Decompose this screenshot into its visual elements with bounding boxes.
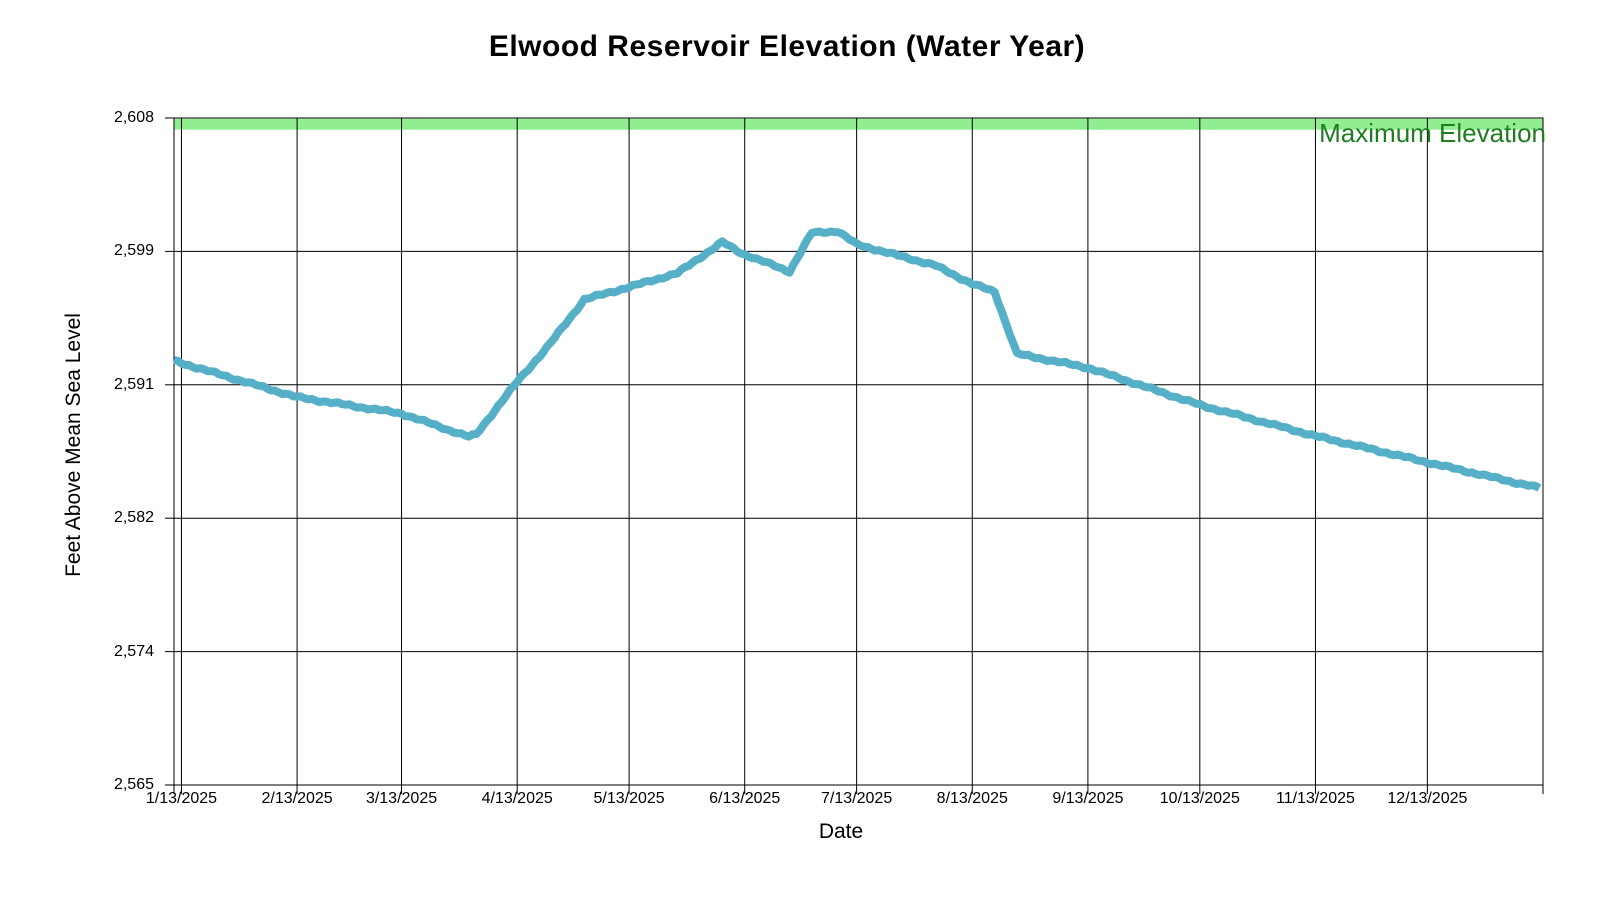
elevation-series-line — [173, 227, 1542, 492]
x-tick-label: 2/13/2025 — [261, 790, 333, 807]
y-tick-label: 2,591 — [113, 375, 154, 393]
x-tick-label: 11/13/2025 — [1276, 790, 1355, 807]
y-axis-title: Feet Above Mean Sea Level — [62, 313, 85, 577]
x-tick-label: 10/13/2025 — [1159, 790, 1240, 807]
x-tick-label: 4/13/2025 — [481, 790, 553, 807]
x-tick-label: 1/13/2025 — [145, 790, 218, 807]
y-tick-label: 2,565 — [113, 776, 154, 793]
x-tick-label: 12/13/2025 — [1387, 790, 1468, 807]
y-tick-label: 2,582 — [113, 509, 154, 527]
y-tick-label: 2,574 — [113, 642, 154, 660]
x-tick-label: 6/13/2025 — [709, 790, 781, 807]
chart-title: Elwood Reservoir Elevation (Water Year) — [488, 30, 1086, 63]
x-tick-label: 7/13/2025 — [821, 790, 893, 807]
x-tick-label: 5/13/2025 — [593, 790, 665, 807]
y-tick-label: 2,599 — [113, 242, 154, 260]
x-tick-label: 8/13/2025 — [936, 790, 1008, 807]
x-tick-label: 9/13/2025 — [1052, 790, 1124, 807]
x-tick-label: 3/13/2025 — [365, 790, 438, 807]
x-axis-title: Date — [818, 820, 864, 843]
max-elevation-label: Maximum Elevation — [1319, 118, 1546, 148]
y-tick-label: 2,608 — [113, 109, 154, 126]
plot-border — [173, 117, 1544, 786]
